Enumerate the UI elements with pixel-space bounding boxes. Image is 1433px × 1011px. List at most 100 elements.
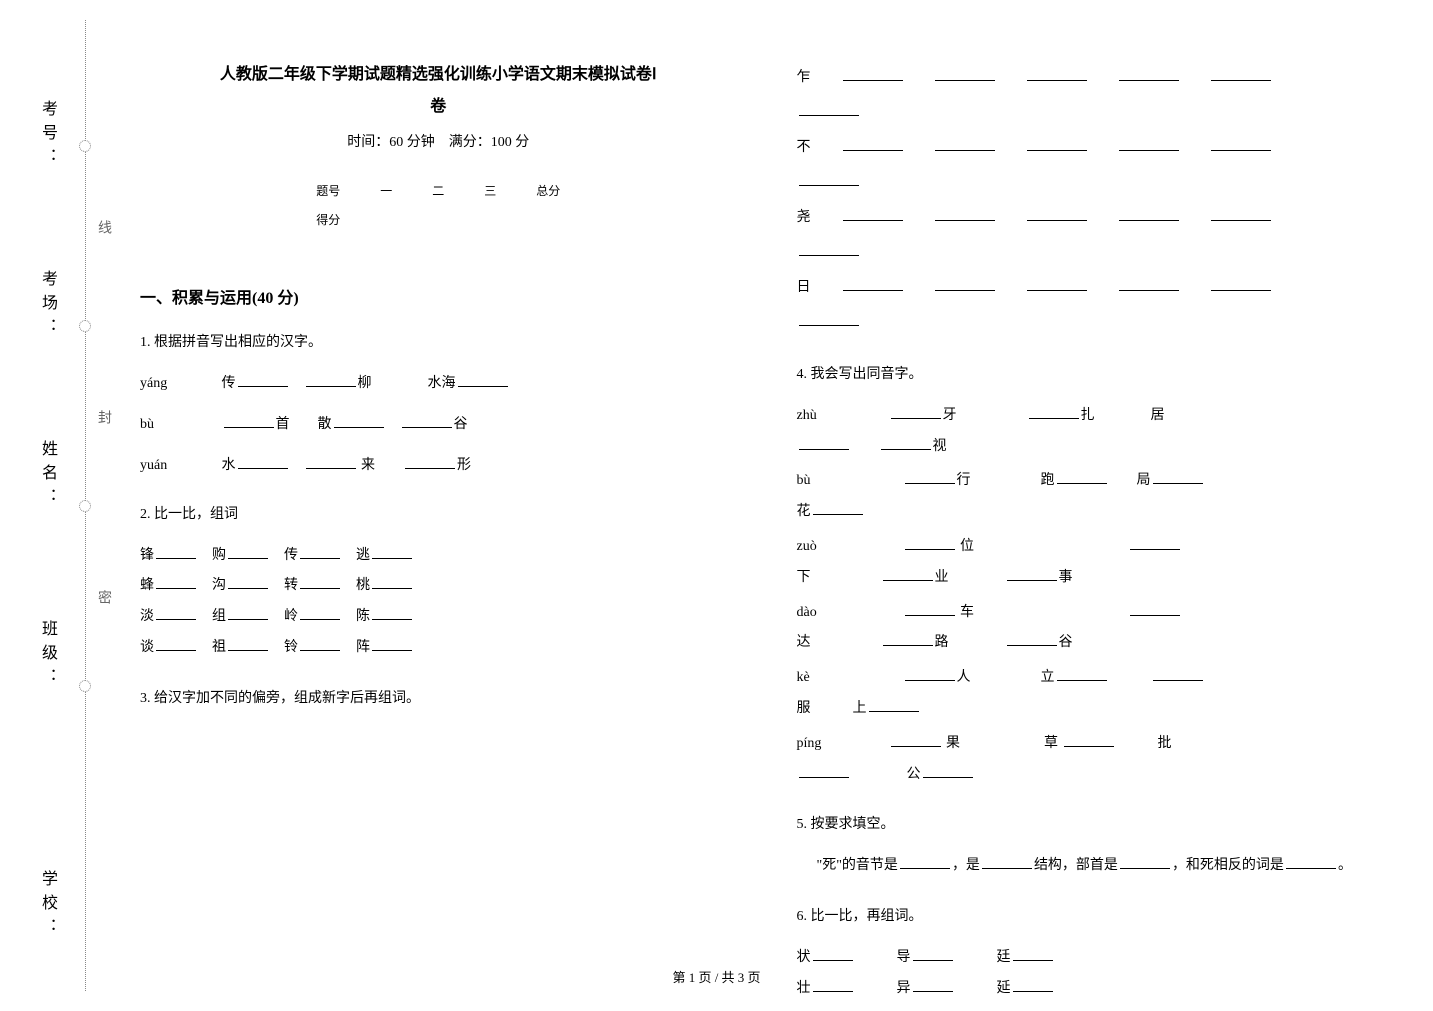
char: 达	[797, 635, 811, 650]
blank	[799, 432, 849, 450]
blank	[372, 602, 412, 620]
page-footer: 第 1 页 / 共 3 页	[0, 967, 1433, 986]
char: 跑	[1041, 473, 1055, 488]
score-label: 得分	[296, 205, 360, 234]
char: 视	[933, 439, 947, 454]
blank	[799, 98, 859, 116]
char: 扎	[1081, 408, 1095, 423]
blank	[306, 369, 356, 387]
blank	[1119, 273, 1179, 291]
table-row: 题号 一 二 三 总分	[296, 176, 580, 205]
blank	[813, 943, 853, 961]
char: 局	[1137, 473, 1151, 488]
score-cell	[464, 205, 516, 234]
blank	[1029, 401, 1079, 419]
compare-row: 蜂 沟 转 桃	[140, 571, 737, 602]
blank	[1057, 466, 1107, 484]
pinyin-label: zhù	[797, 401, 847, 432]
blank	[1007, 563, 1057, 581]
compare-row: 锋 购 传 逃	[140, 541, 737, 572]
char: 形	[457, 458, 471, 473]
blank	[224, 410, 274, 428]
char: 岭	[284, 609, 298, 624]
char: 导	[897, 950, 911, 965]
homophone-row: dào 车 达 路 谷	[797, 598, 1394, 660]
blank	[156, 633, 196, 651]
homophone-row: píng 果 草 批 公	[797, 729, 1394, 791]
seal-text-3: 密	[93, 590, 113, 624]
char: 状	[797, 950, 811, 965]
question-1: 1. 根据拼音写出相应的汉字。 yáng 传 柳 水海 bù 首 散 谷 yuá…	[140, 328, 737, 480]
homophone-row: zhù 牙 扎 居 视	[797, 401, 1394, 463]
label-class: 班级：	[35, 620, 59, 692]
blank	[300, 633, 340, 651]
radical-row: 乍	[797, 60, 1394, 130]
compare-row: 淡 组 岭 陈	[140, 602, 737, 633]
blank	[156, 541, 196, 559]
blank	[900, 851, 950, 869]
blank	[799, 308, 859, 326]
blank	[913, 943, 953, 961]
char: 阵	[356, 640, 370, 655]
char: 行	[957, 473, 971, 488]
blank	[228, 541, 268, 559]
question-number: 2. 比一比，组词	[140, 500, 737, 531]
pinyin-row: yuán 水 来 形	[140, 451, 737, 480]
char: 祖	[212, 640, 226, 655]
char: 路	[935, 635, 949, 650]
blank	[905, 598, 955, 616]
char: 车	[960, 605, 974, 620]
compare-grid: 锋 购 传 逃 蜂 沟 转 桃 淡 组 岭 陈 谈 祖 铃 阵	[140, 541, 737, 664]
char: 沟	[212, 578, 226, 593]
score-cell	[412, 205, 464, 234]
char: 柳	[358, 376, 372, 391]
exam-title: 人教版二年级下学期试题精选强化训练小学语文期末模拟试卷Ⅰ	[140, 60, 737, 84]
blank	[982, 851, 1032, 869]
blank	[156, 602, 196, 620]
blank	[1211, 203, 1271, 221]
char: 不	[797, 130, 827, 165]
char: 传	[284, 548, 298, 563]
pinyin-label: kè	[797, 663, 847, 694]
header-cell: 题号	[296, 176, 360, 205]
radical-row: 不	[797, 130, 1394, 200]
char: 草	[1044, 736, 1058, 751]
seal-text-2: 封	[93, 410, 113, 444]
question-number: 4. 我会写出同音字。	[797, 360, 1394, 391]
pinyin-label: yáng	[140, 370, 190, 398]
char: 陈	[356, 609, 370, 624]
blank	[238, 369, 288, 387]
blank	[869, 694, 919, 712]
char: 上	[853, 701, 867, 716]
char: 来	[361, 458, 375, 473]
blank	[1057, 663, 1107, 681]
label-exam-id: 考号：	[35, 100, 59, 172]
blank	[935, 203, 995, 221]
blank	[799, 760, 849, 778]
question-text: "死"的音节是，是结构，部首是，和死相反的词是。	[817, 851, 1394, 882]
blank	[300, 602, 340, 620]
blank	[1119, 203, 1179, 221]
char: 人	[957, 670, 971, 685]
blank	[1120, 851, 1170, 869]
header-cell: 总分	[516, 176, 580, 205]
score-table: 题号 一 二 三 总分 得分	[296, 176, 580, 234]
binding-circle	[79, 680, 91, 692]
blank	[935, 133, 995, 151]
binding-circle	[79, 140, 91, 152]
char: 首	[276, 417, 290, 432]
char: 乍	[797, 60, 827, 95]
char: 水	[222, 458, 236, 473]
pinyin-label: dào	[797, 598, 847, 629]
compare-row: 谈 祖 铃 阵	[140, 633, 737, 664]
char: 廷	[997, 950, 1011, 965]
blank	[905, 663, 955, 681]
blank	[891, 729, 941, 747]
blank	[372, 571, 412, 589]
homophone-row: bù 行 跑 局花	[797, 466, 1394, 528]
binding-circle	[79, 320, 91, 332]
char: 居	[1151, 408, 1165, 423]
pinyin-label: yuán	[140, 452, 190, 480]
question-3: 3. 给汉字加不同的偏旁，组成新字后再组词。	[140, 684, 737, 715]
table-row: 得分	[296, 205, 580, 234]
